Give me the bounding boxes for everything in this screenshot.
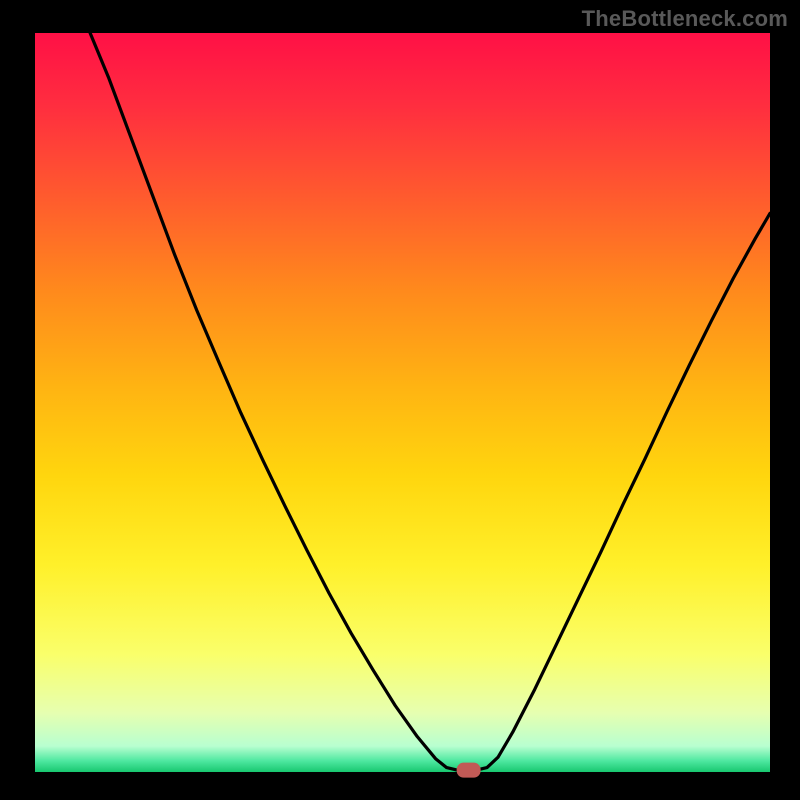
optimal-marker — [457, 763, 481, 778]
plot-background — [35, 33, 770, 772]
page-root: TheBottleneck.com — [0, 0, 800, 800]
bottleneck-chart — [0, 0, 800, 800]
